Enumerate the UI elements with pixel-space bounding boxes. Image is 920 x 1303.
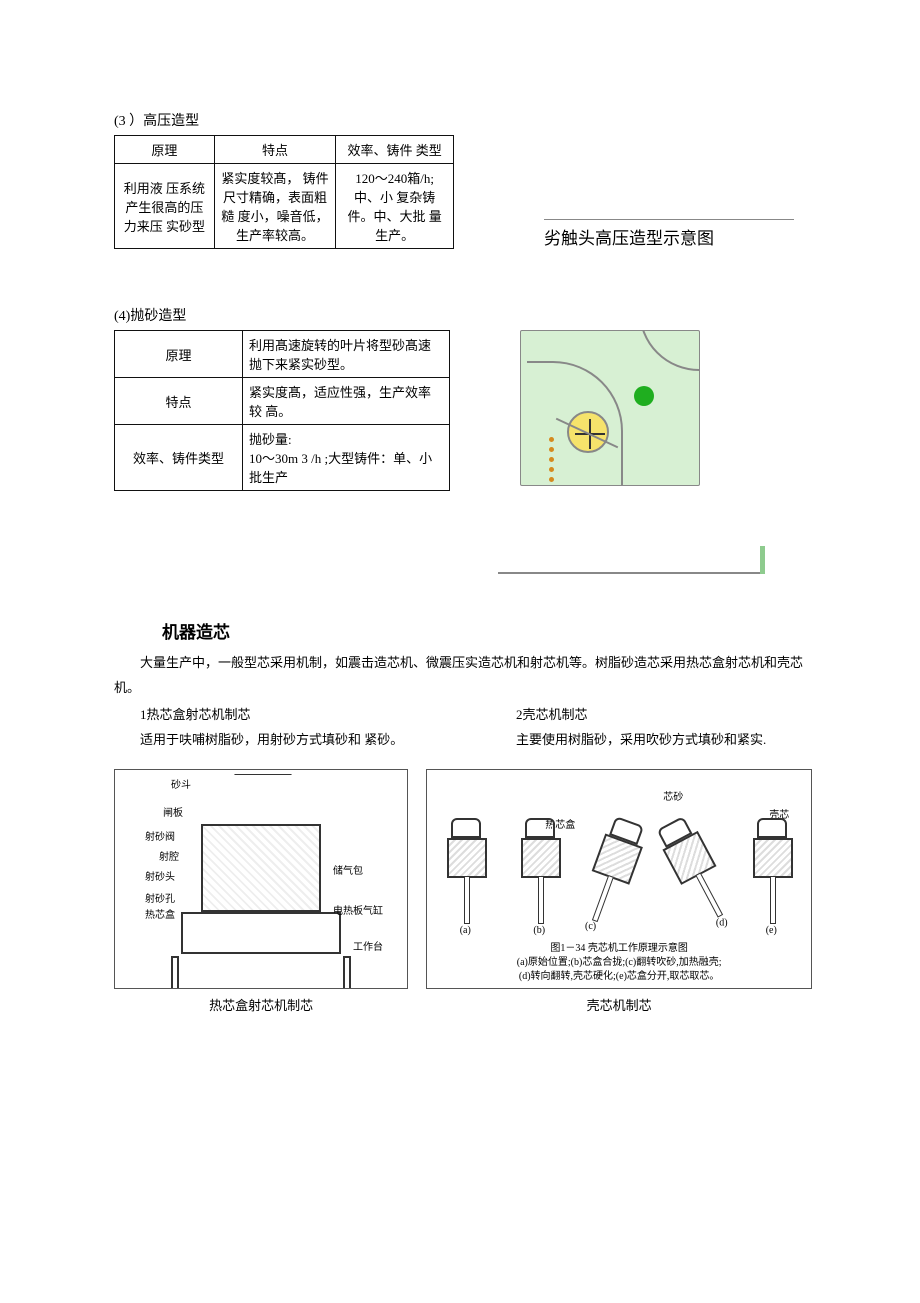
lbl-xs: 芯砂 xyxy=(663,788,683,803)
sand-dot-icon xyxy=(549,447,554,452)
core-heading: 机器造芯 xyxy=(162,618,812,643)
t1-c2: 紧实度较髙， 铸件尺寸精确，表面粗糙 度小，噪音低，生产率较高。 xyxy=(214,164,336,249)
t1-h3: 效率、铸件 类型 xyxy=(336,136,454,164)
stage-c: (c) xyxy=(566,803,660,927)
t1-h2: 特点 xyxy=(214,136,336,164)
fig2-box: 热芯盒 芯砂 壳芯 (a) (b) (c) (d) (e) 图1－34 壳芯机工… xyxy=(426,769,812,989)
core-section: 机器造芯 大量生产中，一般型芯采用机制，如震击造芯机、微震压实造芯机和射芯机等。… xyxy=(114,618,812,1014)
fig1-caption: 热芯盒射芯机制芯 xyxy=(114,995,408,1014)
lbl-ssf: 射砂阀 xyxy=(145,828,175,843)
base-icon xyxy=(181,912,341,954)
stage-c-label: (c) xyxy=(561,921,621,932)
lbl-qg: 气缸 xyxy=(363,902,383,917)
stage-d: (d) xyxy=(639,802,744,927)
chamber-icon xyxy=(201,824,321,912)
t2-r1v: 利用髙速旋转的叶片将型砂髙速 抛下来紧实砂型。 xyxy=(243,331,450,378)
leg-icon xyxy=(171,956,179,989)
fig2-inner-caption: 图1－34 壳芯机工作原理示意图 (a)原始位置;(b)芯盒合拢;(c)翻转吹砂… xyxy=(427,942,811,984)
fig1-box: 砂斗 闸板 射砂阀 射腔 射砂头 射砂孔 热芯盒 储气包 电热板 气缸 工作台 xyxy=(114,769,408,989)
figure-hotbox: 砂斗 闸板 射砂阀 射腔 射砂头 射砂孔 热芯盒 储气包 电热板 气缸 工作台 … xyxy=(114,769,408,1014)
figures-row: 砂斗 闸板 射砂阀 射腔 射砂头 射砂孔 热芯盒 储气包 电热板 气缸 工作台 … xyxy=(114,769,812,1014)
section3-row: 原理 特点 效率、铸件 类型 利用液 压系统 产生很高的压 力来压 实砂型 紧实… xyxy=(114,135,812,249)
caption1-wrap: 劣触头高压造型示意图 xyxy=(544,206,794,249)
guide-curve-outer xyxy=(639,330,700,371)
stage-e: (e) xyxy=(741,810,801,920)
hopper-icon xyxy=(215,774,311,830)
core-intro: 大量生产中，一般型芯采用机制，如震击造芯机、微震压实造芯机和射芯机等。树脂砂造芯… xyxy=(114,651,812,700)
left-title: 1热芯盒射芯机制芯 xyxy=(114,703,436,728)
ground-line xyxy=(498,572,764,574)
t2-r2k: 特点 xyxy=(115,378,243,425)
lbl-zb: 闸板 xyxy=(163,804,183,819)
sand-dot-icon xyxy=(549,477,554,482)
section4-title: (4)抛砂造型 xyxy=(114,305,812,325)
fig2-caption: 壳芯机制芯 xyxy=(426,995,812,1014)
core-col-left: 1热芯盒射芯机制芯 适用于呋哺树脂砂，用射砂方式填砂和 紧砂。 xyxy=(114,703,436,752)
stage-a-label: (a) xyxy=(435,925,495,936)
core-columns: 1热芯盒射芯机制芯 适用于呋哺树脂砂，用射砂方式填砂和 紧砂。 2壳芯机制芯 主… xyxy=(114,703,812,752)
lbl-sd: 砂斗 xyxy=(171,776,191,791)
fig2-inner-title: 图1－34 壳芯机工作原理示意图 xyxy=(427,942,811,956)
core-col-right: 2壳芯机制芯 主要使用树脂砂，采用吹砂方式填砂和紧实. xyxy=(490,703,812,752)
caption1: 劣触头高压造型示意图 xyxy=(544,224,794,249)
fig2-inner-sub: (a)原始位置;(b)芯盒合拢;(c)翻转吹砂,加热融壳; (d)转向翻转,壳芯… xyxy=(427,956,811,984)
t2-r3k: 效率、铸件类型 xyxy=(115,425,243,491)
lbl-rxh: 热芯盒 xyxy=(145,906,175,921)
figure-shell: 热芯盒 芯砂 壳芯 (a) (b) (c) (d) (e) 图1－34 壳芯机工… xyxy=(426,769,812,1014)
t1-c3: 120～240箱/h;中、小 复杂铸件。中、大批 量生产。 xyxy=(336,164,454,249)
t2-r1k: 原理 xyxy=(115,331,243,378)
lbl-drb: 电热板 xyxy=(333,902,363,917)
t1-h1: 原理 xyxy=(115,136,215,164)
diagram-bg xyxy=(520,330,700,486)
lbl-sj: 射腔 xyxy=(159,848,179,863)
lbl-ssk: 射砂孔 xyxy=(145,890,175,905)
stage-a: (a) xyxy=(435,810,495,920)
table-highpress: 原理 特点 效率、铸件 类型 利用液 压系统 产生很高的压 力来压 实砂型 紧实… xyxy=(114,135,454,249)
stage-e-label: (e) xyxy=(741,925,801,936)
table-throw: 原理 利用髙速旋转的叶片将型砂髙速 抛下来紧实砂型。 特点 紧实度髙，适应性强，… xyxy=(114,330,450,491)
sand-dot-icon xyxy=(549,437,554,442)
right-body: 主要使用树脂砂，采用吹砂方式填砂和紧实. xyxy=(490,728,812,753)
sand-dot-icon xyxy=(549,467,554,472)
t2-r2v: 紧实度髙，适应性强，生产效率较 高。 xyxy=(243,378,450,425)
t1-c1: 利用液 压系统 产生很高的压 力来压 实砂型 xyxy=(115,164,215,249)
sand-dot-icon xyxy=(549,457,554,462)
lbl-dksd: 储气包 xyxy=(333,862,363,877)
lbl-sst: 射砂头 xyxy=(145,868,175,883)
section4-row: 原理 利用髙速旋转的叶片将型砂髙速 抛下来紧实砂型。 特点 紧实度髙，适应性强，… xyxy=(114,330,812,530)
left-body: 适用于呋哺树脂砂，用射砂方式填砂和 紧砂。 xyxy=(114,728,436,753)
section3-title: (3 ）高压造型 xyxy=(114,110,812,130)
caption1-rule xyxy=(544,206,794,220)
right-title: 2壳芯机制芯 xyxy=(490,703,812,728)
throw-diagram xyxy=(520,330,740,530)
sand-ball-icon xyxy=(634,386,654,406)
lbl-gzt: 工作台 xyxy=(353,938,383,953)
t2-r3v: 抛砂量: 10～30m 3 /h ;大型铸件：单、小批生产 xyxy=(243,425,450,491)
leg-icon xyxy=(343,956,351,989)
stage-b: (b) xyxy=(509,810,569,920)
